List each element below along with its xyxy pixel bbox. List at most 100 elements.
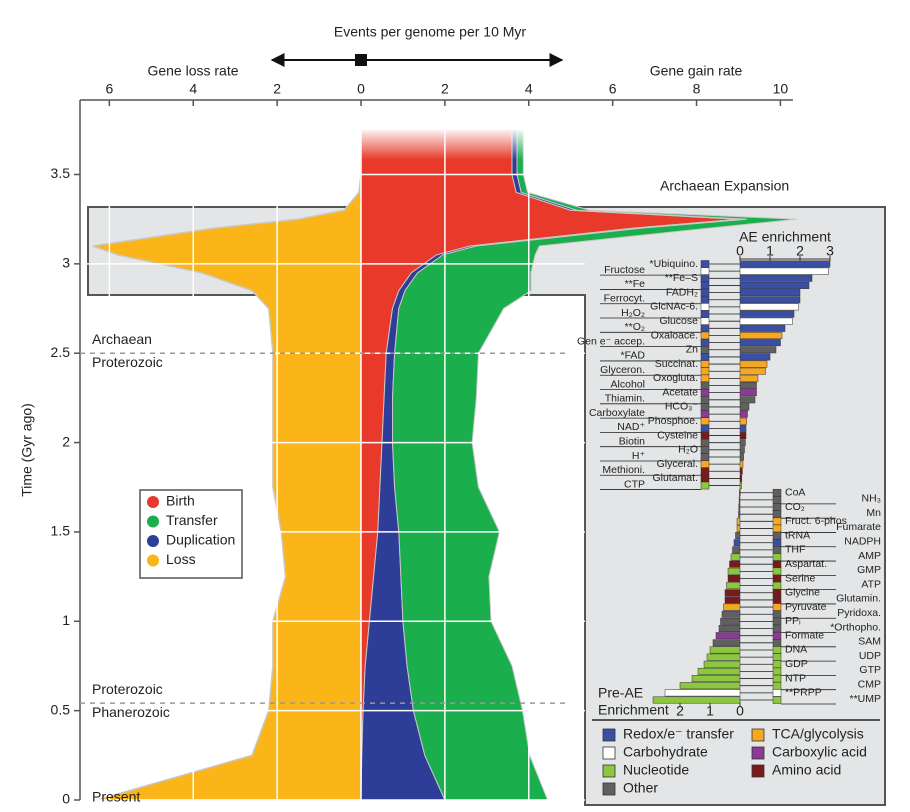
class-marker xyxy=(700,410,710,418)
bar xyxy=(729,560,741,568)
bar-label: Glutamat. xyxy=(652,472,698,484)
bar-label: H₂O xyxy=(678,444,698,456)
legend-label: Redox/e⁻ transfer xyxy=(623,726,734,742)
bar-label: CMP xyxy=(858,678,881,690)
bar-label: Carboxylate xyxy=(589,407,645,419)
class-marker xyxy=(700,474,710,483)
class-marker xyxy=(772,696,782,704)
x-tick-label: 2 xyxy=(273,81,281,97)
legend-label: Loss xyxy=(166,551,196,567)
gain-axis-label: Gene gain rate xyxy=(650,63,743,79)
legend-swatch xyxy=(147,535,159,547)
bar-label: H₂O₂ xyxy=(621,307,645,319)
bar-label: Glucose xyxy=(659,315,698,327)
class-marker xyxy=(700,453,710,461)
x-tick-label: 8 xyxy=(693,81,701,97)
class-marker xyxy=(772,624,782,633)
bar-label: HCO₃⁻ xyxy=(665,401,699,413)
inset-bottom-axis-label: Pre-AE xyxy=(598,685,643,701)
era-label: Phanerozoic xyxy=(92,704,170,720)
bar xyxy=(739,303,799,311)
bar-label: CO₂ xyxy=(785,501,805,513)
bar-label: Glyceral. xyxy=(657,458,698,470)
bar-label: Mn xyxy=(866,507,881,519)
bar xyxy=(732,546,741,554)
bar xyxy=(720,617,741,625)
bar xyxy=(738,510,741,518)
bar xyxy=(739,382,757,389)
bar-label: AMP xyxy=(858,550,881,562)
x-tick-label: 4 xyxy=(525,81,533,97)
bar-label: Succinat. xyxy=(655,358,698,370)
legend-swatch xyxy=(147,496,159,508)
bar xyxy=(739,410,748,418)
bar-label: GDP xyxy=(785,658,808,670)
class-marker xyxy=(700,438,710,447)
y-tick-label: 1 xyxy=(62,612,70,628)
class-marker xyxy=(772,681,782,690)
class-marker xyxy=(700,446,710,454)
y-tick-label: 2 xyxy=(62,433,70,449)
top-fade xyxy=(350,127,550,160)
bar xyxy=(733,539,741,547)
bar-label: CoA xyxy=(785,487,805,499)
bar-label: H⁺ xyxy=(632,450,646,462)
bar-label: Zn xyxy=(686,344,698,356)
class-marker xyxy=(700,274,710,283)
legend-label: Amino acid xyxy=(772,762,841,778)
bar xyxy=(738,496,741,504)
bar xyxy=(736,517,741,525)
class-marker xyxy=(772,653,782,661)
stream-layer xyxy=(80,103,798,801)
bar xyxy=(664,689,741,697)
inset-bottom-axis-label: Enrichment xyxy=(598,702,669,718)
bar xyxy=(739,332,783,339)
bar xyxy=(724,589,741,597)
bar-label: Fruct. 6-phos xyxy=(785,515,847,527)
y-axis-label: Time (Gyr ago) xyxy=(19,403,35,497)
bar-label: THF xyxy=(785,544,805,556)
class-marker xyxy=(700,381,710,390)
bar-label: DNA xyxy=(785,644,807,656)
origin-square xyxy=(355,54,367,66)
bar xyxy=(739,474,743,482)
bar-label: Glutamin. xyxy=(836,593,881,605)
inset-x-tick-label: 1 xyxy=(766,243,774,259)
bar xyxy=(739,453,744,461)
class-marker xyxy=(772,589,782,597)
bar-label: NAD⁺ xyxy=(617,421,645,433)
bar xyxy=(739,260,831,268)
class-marker xyxy=(700,281,710,290)
class-marker xyxy=(772,496,782,504)
bar-label: Fumarate xyxy=(836,521,881,533)
bar-label: Phosphoe. xyxy=(648,415,698,427)
bar xyxy=(712,639,741,647)
era-label: Proterozoic xyxy=(92,354,163,370)
x-tick-label: 4 xyxy=(189,81,197,97)
class-marker xyxy=(772,531,782,540)
class-marker xyxy=(700,303,710,311)
bar-label: Cysteine xyxy=(657,429,698,441)
legend-label: Carbohydrate xyxy=(623,744,708,760)
legend-label: Nucleotide xyxy=(623,762,689,778)
class-marker xyxy=(700,353,710,361)
bar-label: NH₃ xyxy=(862,493,881,505)
legend-label: Other xyxy=(623,780,658,796)
class-marker xyxy=(772,674,782,683)
bar-label: UDP xyxy=(859,650,881,662)
bar-label: Pyridoxa. xyxy=(837,607,881,619)
legend-swatch xyxy=(602,764,616,778)
class-marker xyxy=(700,417,710,425)
bar-label: GlcNAc-6. xyxy=(650,301,698,313)
bar xyxy=(652,696,741,704)
bar-label: Glyceron. xyxy=(600,364,645,376)
class-marker xyxy=(772,488,782,497)
bar-label: **O₂ xyxy=(625,321,645,333)
bar-label: **UMP xyxy=(849,693,881,705)
class-marker xyxy=(700,367,710,375)
bar-label: Oxogluta. xyxy=(653,372,698,384)
bar-label: Pyruvate xyxy=(785,601,827,613)
bar xyxy=(739,417,747,425)
class-marker xyxy=(700,317,710,325)
class-marker xyxy=(772,560,782,568)
